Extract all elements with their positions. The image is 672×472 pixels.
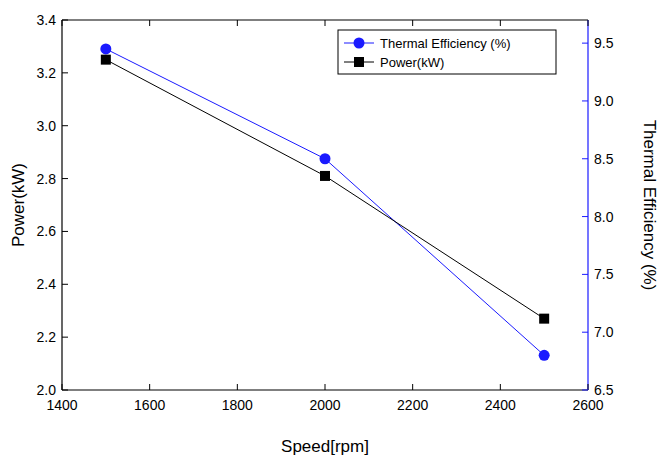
series-marker xyxy=(101,55,111,65)
x-tick-label: 2400 xyxy=(485,397,516,413)
y-tick xyxy=(62,284,68,285)
y2-tick xyxy=(582,274,588,275)
x-tick xyxy=(412,384,413,390)
y2-tick xyxy=(582,332,588,333)
x-tick xyxy=(588,384,589,390)
y-tick-label: 2.6 xyxy=(37,223,57,239)
y2-tick-label: 7.0 xyxy=(594,324,614,340)
x-tick-top xyxy=(412,20,413,26)
x-tick-label: 1600 xyxy=(134,397,165,413)
y-tick-label: 2.4 xyxy=(37,276,57,292)
y2-tick-label: 7.5 xyxy=(594,266,614,282)
series-marker xyxy=(539,314,549,324)
y2-tick xyxy=(582,43,588,44)
legend-label: Power(kW) xyxy=(380,55,444,70)
y-tick xyxy=(62,231,68,232)
x-tick xyxy=(325,384,326,390)
x-tick xyxy=(500,384,501,390)
y-tick xyxy=(62,390,68,391)
y-tick-label: 3.4 xyxy=(37,12,57,28)
y-tick xyxy=(62,178,68,179)
x-tick-top xyxy=(588,20,589,26)
y-tick-label: 2.8 xyxy=(37,171,57,187)
x-axis-label: Speed[rpm] xyxy=(281,437,369,456)
x-tick-label: 1400 xyxy=(46,397,77,413)
y2-axis-label: Thermal Efficiency (%) xyxy=(640,120,659,291)
y2-tick-label: 9.5 xyxy=(594,35,614,51)
y-tick-label: 2.2 xyxy=(37,329,57,345)
x-tick-label: 1800 xyxy=(222,397,253,413)
y-tick xyxy=(62,125,68,126)
y2-tick-label: 9.0 xyxy=(594,93,614,109)
chart: 1400 1600 1800 2000 2200 2400 2600 2.0 2.2 2.4 2.6… xyxy=(0,0,672,472)
y2-tick-label: 8.5 xyxy=(594,151,614,167)
y-tick-label: 3.2 xyxy=(37,65,57,81)
y2-tick xyxy=(582,158,588,159)
series-line xyxy=(106,60,544,319)
series-marker xyxy=(539,350,550,361)
series-marker xyxy=(100,43,111,54)
x-tick-label: 2200 xyxy=(397,397,428,413)
x-tick-top xyxy=(500,20,501,26)
series-marker xyxy=(320,153,331,164)
series-group xyxy=(100,43,549,360)
x-tick-label: 2000 xyxy=(309,397,340,413)
legend-marker xyxy=(354,57,364,67)
y2-tick-label: 6.5 xyxy=(594,382,614,398)
x-tick xyxy=(237,384,238,390)
series-marker xyxy=(320,171,330,181)
legend: Thermal Efficiency (%) Power(kW) xyxy=(338,30,556,74)
y-tick-label: 2.0 xyxy=(37,382,57,398)
x-tick-top xyxy=(62,20,63,26)
x-tick-top xyxy=(149,20,150,26)
x-tick-label: 2600 xyxy=(572,397,603,413)
x-tick xyxy=(149,384,150,390)
y-tick-label: 3.0 xyxy=(37,118,57,134)
y2-tick xyxy=(582,390,588,391)
y-axis-label: Power(kW) xyxy=(9,163,28,247)
y-axis xyxy=(61,20,62,390)
y-tick xyxy=(62,72,68,73)
series-line xyxy=(106,49,544,355)
legend-marker xyxy=(354,38,365,49)
y2-axis xyxy=(587,20,588,390)
y2-tick-label: 8.0 xyxy=(594,209,614,225)
x-tick-top xyxy=(237,20,238,26)
y-tick xyxy=(62,337,68,338)
x-tick-top xyxy=(325,20,326,26)
legend-label: Thermal Efficiency (%) xyxy=(380,36,511,51)
legend-box xyxy=(338,30,556,74)
x-tick xyxy=(62,384,63,390)
y2-tick xyxy=(582,100,588,101)
y-tick xyxy=(62,20,68,21)
y2-tick xyxy=(582,216,588,217)
